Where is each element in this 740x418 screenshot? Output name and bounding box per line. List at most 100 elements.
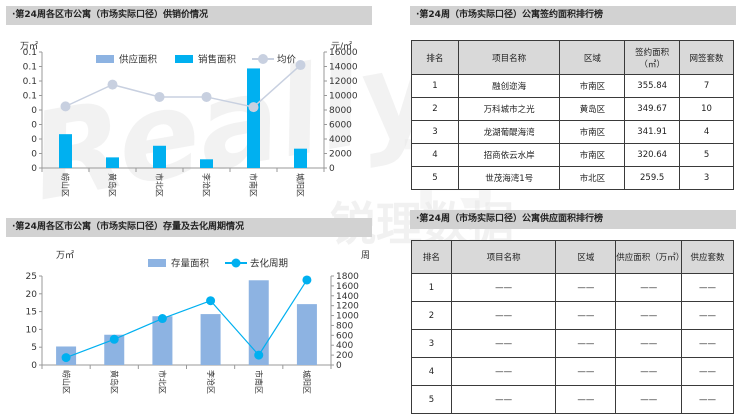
line-point bbox=[254, 350, 264, 360]
y-tick-label-left: 10 bbox=[26, 325, 38, 335]
header-supply-area: 供应面积（万㎡） bbox=[615, 240, 684, 274]
table1-title: ·第24周（市场实际口径）公寓签约面积排行榜 bbox=[410, 6, 736, 25]
table-row: 5 世茂海湾1号 市北区 259.5 3 bbox=[411, 166, 734, 190]
legend-swatch bbox=[96, 55, 114, 63]
header-supply-count: 供应套数 bbox=[681, 240, 734, 274]
project-cell: 龙湖葡醍海湾 bbox=[457, 120, 561, 144]
area-cell: —— bbox=[615, 329, 683, 358]
bar-chart1 bbox=[153, 145, 166, 168]
legend-marker bbox=[258, 54, 268, 64]
x-tick-label: 崂山区 bbox=[61, 370, 71, 394]
x-tick-label: 市北区 bbox=[155, 173, 165, 197]
supply-area-ranking-table: 排名 项目名称 区域 供应面积（万㎡） 供应套数 1 —— —— —— —— 2… bbox=[411, 240, 734, 414]
bar-chart2 bbox=[200, 314, 221, 365]
bar-chart1 bbox=[294, 148, 307, 168]
line-point bbox=[302, 275, 312, 285]
rank-cell: 4 bbox=[411, 143, 459, 167]
count-cell: 5 bbox=[679, 143, 734, 167]
line-point bbox=[109, 334, 119, 344]
count-cell: —— bbox=[681, 329, 734, 358]
line-point bbox=[295, 60, 306, 71]
district-cell: 黄岛区 bbox=[559, 97, 626, 121]
chart1-title: ·第24周各区市公寓（市场实际口径）供销价情况 bbox=[6, 6, 372, 25]
y-tick-label-right: 2000 bbox=[329, 150, 352, 160]
bar-chart1 bbox=[200, 159, 213, 168]
y-tick-label-left: 0.1 bbox=[23, 48, 37, 58]
bar-chart2 bbox=[152, 316, 173, 365]
y-tick-label-left: 15 bbox=[26, 308, 37, 318]
project-cell: 招商依云水岸 bbox=[457, 143, 561, 167]
line-point bbox=[248, 102, 259, 113]
y-tick-label-left: 0 bbox=[31, 164, 37, 174]
y-tick-label-left: 5 bbox=[31, 343, 37, 353]
count-cell: 7 bbox=[679, 74, 734, 98]
y-axis-title-right: 周 bbox=[361, 250, 370, 261]
area-cell: 355.84 bbox=[624, 74, 681, 98]
district-cell: —— bbox=[555, 357, 617, 386]
y-tick-label-left: 25 bbox=[26, 272, 37, 282]
rank-cell: 5 bbox=[411, 385, 452, 414]
x-tick-label: 城阳区 bbox=[296, 173, 305, 197]
district-cell: 市南区 bbox=[559, 143, 626, 167]
rank-cell: 3 bbox=[411, 329, 452, 358]
line-point bbox=[107, 79, 118, 90]
y-tick-label-right: 1400 bbox=[336, 292, 359, 302]
header-district: 区域 bbox=[555, 240, 617, 274]
y-tick-label-right: 1000 bbox=[336, 312, 359, 322]
y-tick-label-right: 400 bbox=[336, 341, 353, 351]
x-tick-label: 崂山区 bbox=[61, 173, 71, 197]
count-cell: —— bbox=[681, 273, 734, 302]
header-project: 项目名称 bbox=[457, 40, 561, 75]
line-point bbox=[206, 296, 216, 306]
rank-cell: 3 bbox=[411, 120, 459, 144]
header-contract-count: 网签套数 bbox=[679, 40, 734, 75]
y-tick-label-right: 1200 bbox=[336, 302, 359, 312]
bar-chart2 bbox=[104, 334, 125, 365]
line-point bbox=[61, 353, 71, 363]
rank-cell: 2 bbox=[411, 97, 459, 121]
x-tick-label: 市南区 bbox=[254, 370, 264, 394]
line-series-chart2 bbox=[65, 279, 308, 359]
y-tick-label-right: 16000 bbox=[329, 48, 358, 58]
district-cell: 市北区 bbox=[559, 166, 626, 190]
project-cell: —— bbox=[450, 301, 557, 330]
y-tick-label-left: 0 bbox=[31, 135, 37, 145]
header-signed-area: 签约面积（㎡） bbox=[624, 40, 681, 75]
x-tick-label: 李沧区 bbox=[202, 173, 212, 197]
rank-cell: 4 bbox=[411, 357, 452, 386]
y-tick-label-left: 0.1 bbox=[23, 77, 37, 87]
table-row: 1 融创迩海 市南区 355.84 7 bbox=[411, 74, 734, 98]
y-tick-label-left: 0 bbox=[31, 106, 37, 116]
count-cell: 4 bbox=[679, 120, 734, 144]
area-cell: —— bbox=[615, 385, 683, 414]
y-tick-label-right: 200 bbox=[336, 351, 353, 361]
x-tick-label: 黄岛区 bbox=[108, 173, 118, 197]
y-tick-label-right: 800 bbox=[336, 321, 353, 331]
line-point bbox=[60, 101, 71, 112]
count-cell: —— bbox=[681, 385, 734, 414]
district-cell: —— bbox=[555, 329, 617, 358]
district-cell: —— bbox=[555, 385, 617, 414]
rank-cell: 1 bbox=[411, 273, 452, 302]
supply-sales-price-chart: 0 0 0 0 0 0.1 0.1 0.1 0.1 0 2000 4000 6000 8000 10000 1… bbox=[20, 41, 358, 197]
legend-label: 去化周期 bbox=[250, 258, 288, 270]
y-tick-label-left: 0 bbox=[31, 150, 37, 160]
y-tick-label-right: 6000 bbox=[329, 121, 352, 131]
line-point bbox=[154, 91, 165, 102]
table-row: 2 万科城市之光 黄岛区 349.67 10 bbox=[411, 97, 734, 121]
y-tick-label-right: 1600 bbox=[336, 282, 359, 292]
y-tick-label-right: 1800 bbox=[336, 272, 359, 282]
rank-cell: 2 bbox=[411, 301, 452, 330]
y-tick-label-right: 8000 bbox=[329, 106, 352, 116]
header-project: 项目名称 bbox=[450, 240, 557, 274]
legend-label: 供应面积 bbox=[119, 54, 158, 66]
y-tick-label-right: 0 bbox=[329, 164, 335, 174]
area-cell: 349.67 bbox=[624, 97, 681, 121]
project-cell: 融创迩海 bbox=[457, 74, 561, 98]
table-row: 1 —— —— —— —— bbox=[411, 273, 734, 302]
rank-cell: 5 bbox=[411, 166, 459, 190]
x-tick-label: 市北区 bbox=[158, 370, 168, 394]
x-tick-label: 李沧区 bbox=[206, 370, 216, 394]
legend-swatch bbox=[148, 259, 166, 267]
table-row: 4 招商依云水岸 市南区 320.64 5 bbox=[411, 143, 734, 167]
